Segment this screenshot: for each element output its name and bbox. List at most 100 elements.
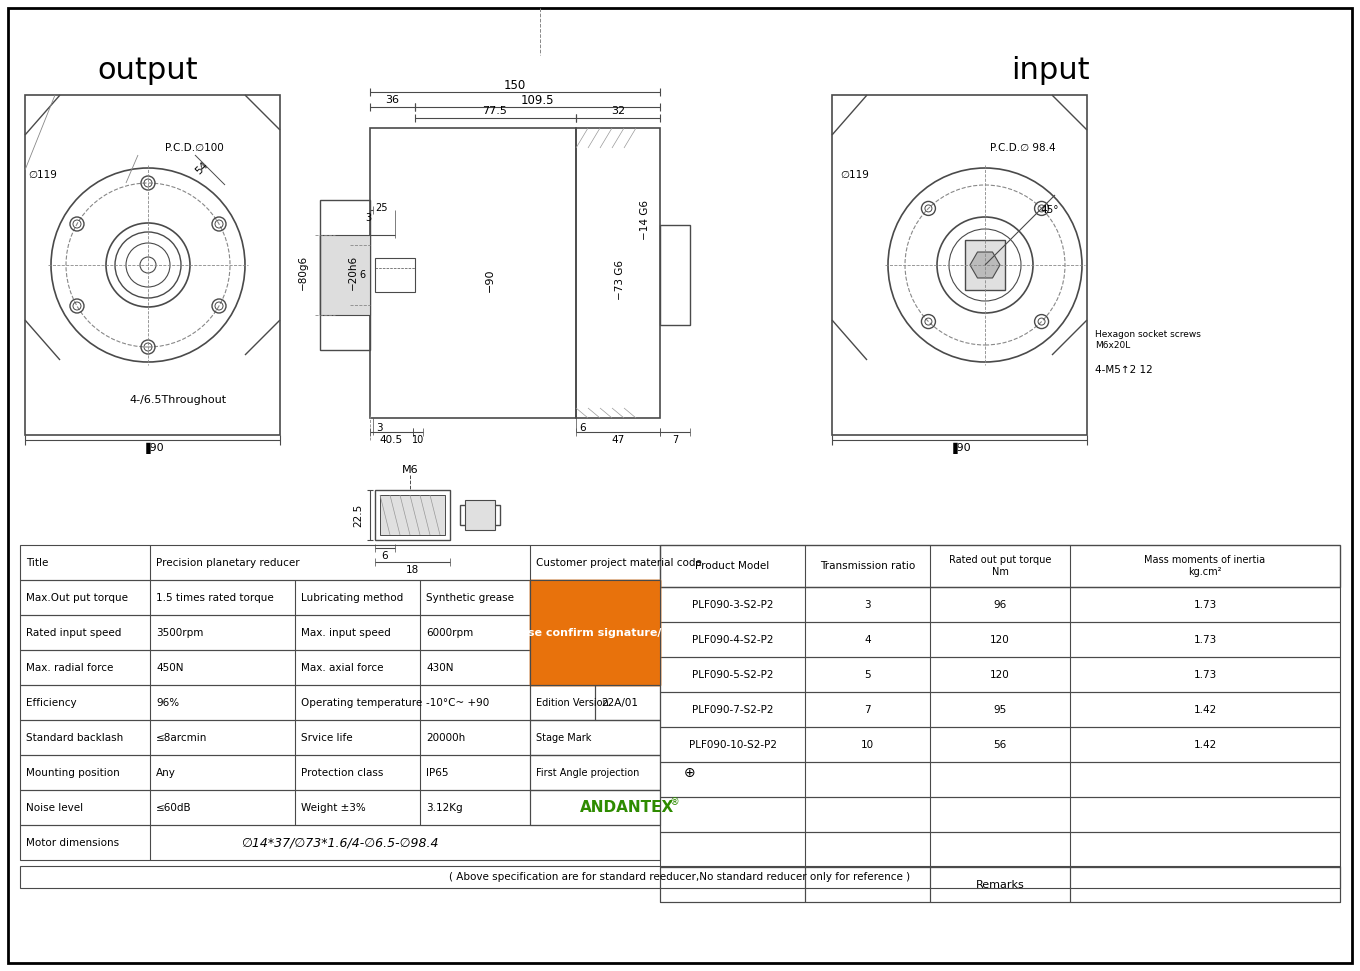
Bar (660, 657, 1340, 692)
Bar (20, 790, 660, 825)
Text: 1.42: 1.42 (1193, 740, 1217, 750)
Text: ▐90: ▐90 (949, 443, 971, 453)
Bar (660, 622, 1340, 657)
Text: 36: 36 (385, 95, 398, 105)
Text: Remarks: Remarks (975, 880, 1024, 889)
Bar (660, 727, 1340, 762)
Bar (530, 790, 660, 825)
Bar (20, 580, 660, 615)
Text: −14 G6: −14 G6 (641, 200, 650, 240)
Text: 3500rpm: 3500rpm (156, 627, 204, 638)
Bar (530, 755, 660, 790)
Bar (24, 95, 280, 435)
Text: ( Above specification are for standard reeducer,No standard reducer only for ref: ( Above specification are for standard r… (449, 872, 911, 882)
Text: 47: 47 (612, 435, 624, 445)
Text: −20h6: −20h6 (348, 254, 358, 289)
Bar (660, 867, 1340, 902)
Text: 10: 10 (861, 740, 874, 750)
Text: ®: ® (670, 797, 680, 808)
Text: Max. axial force: Max. axial force (301, 662, 384, 673)
Bar (370, 128, 577, 418)
Text: 56: 56 (993, 740, 1006, 750)
Text: IP65: IP65 (426, 767, 449, 778)
Text: 7: 7 (864, 705, 870, 715)
Text: 3: 3 (375, 423, 382, 433)
Text: 6: 6 (382, 551, 389, 561)
Text: Max.Out put torque: Max.Out put torque (26, 592, 128, 602)
Bar (530, 580, 660, 685)
Bar (966, 240, 1005, 290)
Text: 77.5: 77.5 (483, 106, 507, 116)
Bar (20, 545, 660, 580)
Bar (660, 797, 1340, 832)
Text: Synthetic grease: Synthetic grease (426, 592, 514, 602)
Text: output: output (98, 55, 199, 84)
Bar (20, 866, 1340, 888)
Bar (20, 755, 660, 790)
Text: Max. radial force: Max. radial force (26, 662, 113, 673)
Text: 1.5 times rated torque: 1.5 times rated torque (156, 592, 273, 602)
Bar (660, 867, 1340, 902)
Text: ANDANTEX: ANDANTEX (579, 800, 675, 815)
Bar (660, 587, 1340, 622)
Text: Weight ±3%: Weight ±3% (301, 802, 366, 813)
Text: Mounting position: Mounting position (26, 767, 120, 778)
Text: 40.5: 40.5 (379, 435, 403, 445)
Bar (660, 692, 1340, 727)
Text: 1.73: 1.73 (1193, 599, 1217, 610)
Bar (660, 545, 1340, 587)
Text: Title: Title (26, 557, 49, 567)
Bar (20, 615, 660, 650)
Text: 10: 10 (412, 435, 424, 445)
Text: 5: 5 (864, 669, 870, 680)
Bar (530, 685, 596, 720)
Text: ≤8arcmin: ≤8arcmin (156, 732, 207, 743)
Text: Standard backlash: Standard backlash (26, 732, 124, 743)
Bar (530, 580, 660, 685)
Text: Protection class: Protection class (301, 767, 384, 778)
Text: 32: 32 (611, 106, 626, 116)
Text: 18: 18 (405, 565, 419, 575)
Text: ∅14*37/∅73*1.6/4-∅6.5-∅98.4: ∅14*37/∅73*1.6/4-∅6.5-∅98.4 (241, 836, 439, 849)
Text: 3: 3 (864, 599, 870, 610)
Bar (320, 235, 370, 315)
Text: 20000h: 20000h (426, 732, 465, 743)
Bar (20, 685, 660, 720)
Text: Stage Mark: Stage Mark (536, 732, 592, 743)
Text: ∅119: ∅119 (840, 170, 869, 180)
Text: 1.73: 1.73 (1193, 634, 1217, 645)
Bar (20, 720, 660, 755)
Text: PLF090-10-S2-P2: PLF090-10-S2-P2 (688, 740, 777, 750)
Text: −90: −90 (486, 268, 495, 291)
Text: 6: 6 (579, 423, 586, 433)
Text: 109.5: 109.5 (521, 93, 554, 107)
Text: 45°: 45° (1040, 205, 1058, 215)
Text: Edition Version: Edition Version (536, 697, 609, 708)
Bar (20, 825, 660, 860)
Text: Rated input speed: Rated input speed (26, 627, 121, 638)
Text: Please confirm signature/date: Please confirm signature/date (500, 627, 690, 638)
Text: 450N: 450N (156, 662, 184, 673)
Bar (660, 225, 690, 325)
Text: 4-∕6.5Throughout: 4-∕6.5Throughout (129, 395, 227, 405)
Bar (577, 128, 660, 418)
Text: 25: 25 (375, 203, 388, 213)
Text: 3: 3 (364, 213, 371, 223)
Text: 150: 150 (503, 79, 526, 91)
Text: 430N: 430N (426, 662, 453, 673)
Text: PLF090-5-S2-P2: PLF090-5-S2-P2 (692, 669, 774, 680)
Bar (375, 258, 415, 292)
Text: 7: 7 (672, 435, 679, 445)
Text: Customer project material code: Customer project material code (536, 557, 702, 567)
Text: Operating temperature: Operating temperature (301, 697, 422, 708)
Text: 1.42: 1.42 (1193, 705, 1217, 715)
Text: ≤60dB: ≤60dB (156, 802, 192, 813)
Bar (375, 490, 450, 540)
Text: ∅119: ∅119 (29, 170, 57, 180)
Bar (20, 650, 660, 685)
Text: −80g6: −80g6 (298, 254, 307, 289)
Text: Srvice life: Srvice life (301, 732, 352, 743)
Bar (660, 762, 1340, 797)
Text: PLF090-7-S2-P2: PLF090-7-S2-P2 (692, 705, 774, 715)
Bar (460, 505, 500, 525)
